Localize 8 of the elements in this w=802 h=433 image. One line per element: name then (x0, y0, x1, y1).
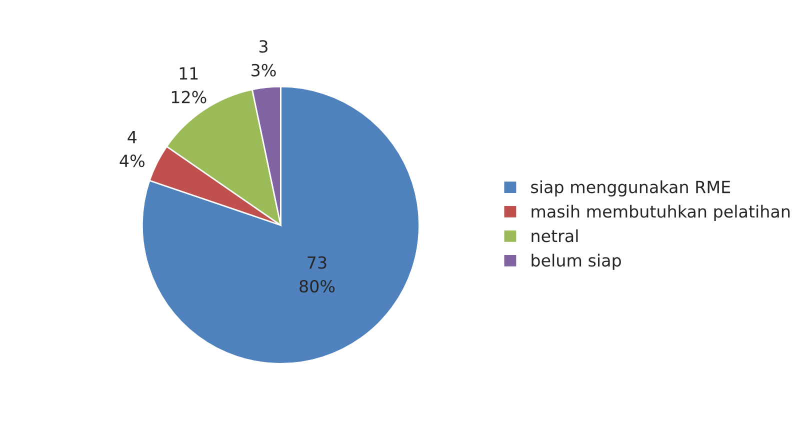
data-label: 3 3% (252, 40, 276, 76)
data-label: 4 4% (120, 131, 144, 168)
legend-label: belum siap (532, 254, 621, 270)
legend-label: netral (532, 229, 578, 242)
legend-label: masih membutuhkan pelatihan (532, 204, 790, 221)
data-label: 11 12% (172, 67, 206, 104)
data-label: 73 80% (300, 256, 335, 293)
legend-label: siap menggunakan RME (531, 180, 730, 197)
